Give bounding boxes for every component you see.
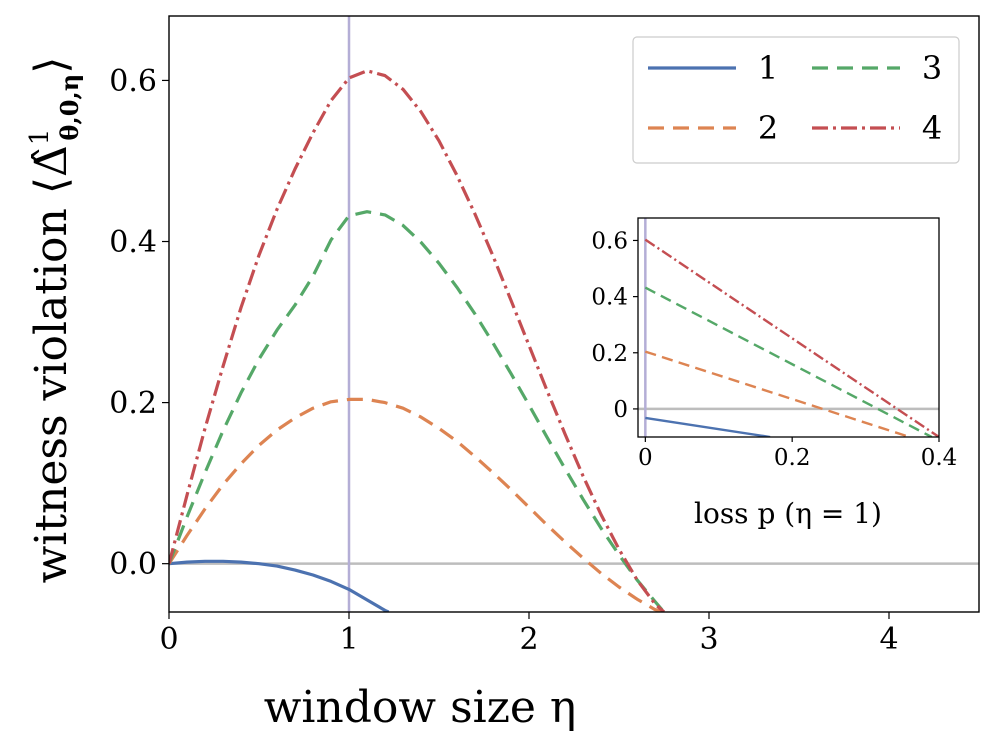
inset-series-4-line <box>644 238 939 437</box>
inset-x-tick-label: 0.2 <box>774 445 811 471</box>
y-axis-label-suffix: ⟩ <box>26 57 77 74</box>
legend-label-2: 2 <box>758 109 778 147</box>
legend-label-1: 1 <box>758 49 778 87</box>
inset-series-3-line <box>644 286 933 437</box>
y-axis-label-prefix: witness violation ⟨ <box>26 177 77 583</box>
inset-background <box>638 218 939 437</box>
y-axis-label-sup: 1 <box>25 129 55 146</box>
main-x-tick-label: 3 <box>699 622 718 657</box>
main-series-3-line <box>169 210 666 612</box>
y-axis-label-symbol: Δ̂ <box>26 145 77 177</box>
legend-box <box>632 36 960 164</box>
inset-y-tick-label: 0.2 <box>591 341 628 367</box>
main-y-tick-label: 0.2 <box>109 386 157 421</box>
main-x-tick-label: 4 <box>879 622 898 657</box>
main-x-tick-label: 0 <box>159 622 178 657</box>
x-axis-label: window size η <box>264 682 577 733</box>
inset-frame <box>637 217 940 438</box>
main-y-tick-label: 0.0 <box>109 547 157 582</box>
main-y-tick-label: 0.4 <box>109 225 157 260</box>
main-frame <box>168 15 980 613</box>
inset-x-tick-label: 0 <box>638 445 653 471</box>
inset-series-1-line <box>645 416 771 437</box>
main-y-tick-label: 0.6 <box>109 64 157 99</box>
legend-label-4: 4 <box>922 109 942 147</box>
svg-text:witness violation ⟨Δ̂1θ,0,η⟩: witness violation ⟨Δ̂1θ,0,η⟩ <box>25 57 84 584</box>
y-axis-label-sub: θ,0,η <box>55 74 84 141</box>
y-axis-label: witness violation ⟨Δ̂1θ,0,η⟩ <box>25 57 84 584</box>
legend-label-3: 3 <box>922 49 942 87</box>
main-series-4-line <box>169 69 666 612</box>
inset-x-axis-label: loss p (η = 1) <box>694 497 882 530</box>
inset-series-2-line <box>644 350 910 437</box>
inset-plot: 0 0.2 0.4 0 0.2 0.4 0.6 <box>591 217 958 471</box>
legend: 1 2 3 4 <box>632 36 960 164</box>
inset-y-tick-label: 0.6 <box>591 229 628 255</box>
inset-y-tick-label: 0 <box>613 397 628 423</box>
main-series-1-line <box>169 559 390 612</box>
main-x-tick-label: 1 <box>339 622 358 657</box>
main-x-tick-label: 2 <box>519 622 538 657</box>
inset-y-tick-label: 0.4 <box>591 285 628 311</box>
inset-x-tick-label: 0.4 <box>921 445 958 471</box>
main-series-2-line <box>169 397 665 612</box>
